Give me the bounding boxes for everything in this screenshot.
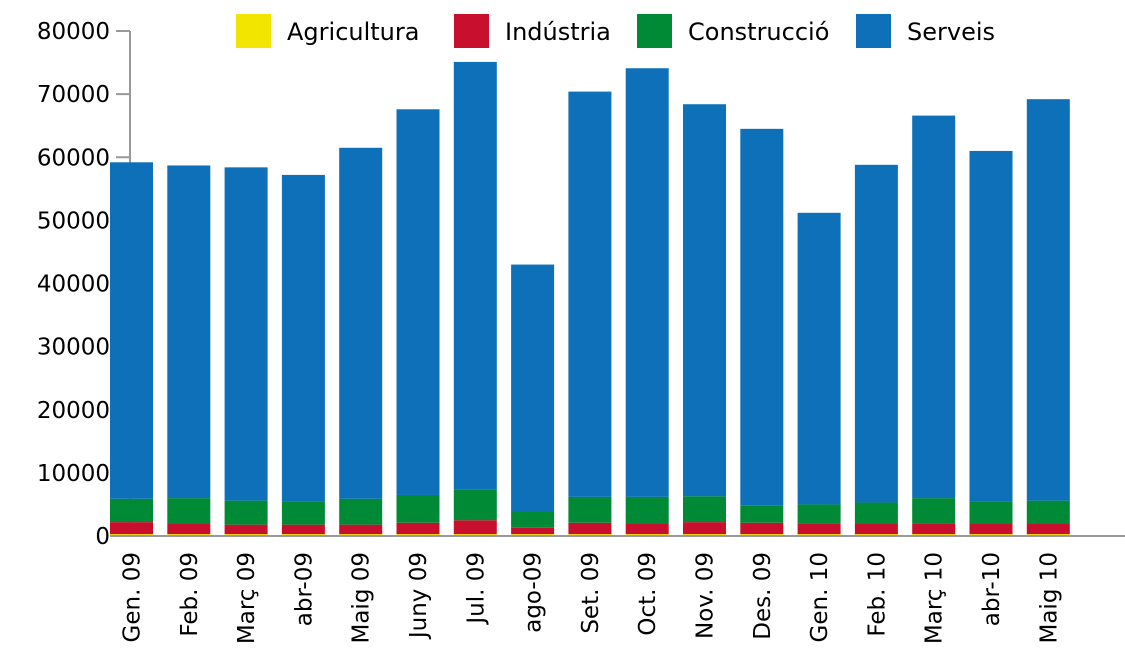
y-tick-label: 30000 [37, 335, 110, 361]
bar-construccio-marc-10 [912, 498, 956, 524]
bar-serveis-set-09 [568, 91, 612, 497]
x-tick-label: Gen. 09 [120, 552, 146, 642]
legend-label-construccio: Construcció [688, 18, 829, 46]
bar-serveis-maig-10 [1026, 99, 1070, 501]
bar-construccio-abr-10 [969, 501, 1013, 525]
x-tick-label: Set. 09 [578, 552, 604, 634]
legend-swatch-industria [454, 14, 489, 48]
bar-construccio-ago-09 [511, 512, 555, 528]
bar-industria-marc-10 [912, 523, 956, 535]
x-tick-label: Oct. 09 [635, 552, 661, 636]
bar-industria-ago-09 [511, 527, 555, 535]
bar-industria-abr-10 [969, 524, 1013, 535]
x-tick-label: Maig 10 [1036, 552, 1062, 644]
bar-industria-maig-09 [339, 524, 383, 535]
bar-construccio-jul-09 [453, 489, 497, 521]
legend-swatch-serveis [856, 14, 891, 48]
bar-serveis-oct-09 [625, 68, 669, 497]
bar-serveis-maig-09 [339, 147, 383, 499]
x-tick-label: abr-09 [291, 552, 317, 626]
bar-industria-gen-09 [110, 522, 153, 535]
bar-serveis-abr-09 [281, 174, 325, 502]
y-axis: 0 10000 20000 30000 40000 50000 60000 70000 8000… [37, 19, 131, 550]
bar-construccio-oct-09 [625, 496, 669, 525]
x-tick-label: Nov. 09 [693, 552, 719, 639]
x-tick-label: Des. 09 [750, 552, 776, 640]
y-tick-label: 40000 [37, 272, 110, 298]
x-tick-label: abr-10 [979, 552, 1005, 626]
bar-serveis-marc-10 [912, 115, 956, 499]
legend-label-industria: Indústria [505, 18, 611, 46]
bar-construccio-feb-10 [854, 502, 898, 525]
bars [110, 61, 1070, 536]
y-tick-label: 80000 [37, 19, 110, 45]
bar-industria-feb-10 [854, 524, 898, 535]
bar-industria-des-09 [740, 522, 784, 535]
bar-industria-feb-09 [167, 524, 211, 535]
legend-swatch-agricultura [236, 14, 271, 48]
x-tick-label: Feb. 09 [177, 552, 203, 637]
legend-swatch-construccio [637, 14, 672, 48]
bar-industria-abr-09 [281, 524, 325, 535]
bar-serveis-abr-10 [969, 150, 1013, 502]
bar-serveis-juny-09 [396, 109, 440, 495]
y-tick-label: 20000 [37, 398, 110, 424]
bar-serveis-feb-10 [854, 164, 898, 503]
bar-construccio-nov-09 [683, 496, 726, 523]
bar-serveis-ago-09 [511, 264, 555, 513]
y-tick-label: 50000 [37, 208, 110, 234]
bar-serveis-gen-09 [110, 162, 153, 499]
y-tick-label: 10000 [37, 461, 110, 487]
legend: Agricultura Indústria Construcció Serveis [236, 14, 995, 48]
bar-construccio-maig-09 [339, 498, 383, 525]
x-tick-label: ago-09 [521, 552, 547, 633]
bar-construccio-feb-09 [167, 498, 211, 525]
bar-serveis-gen-10 [797, 212, 841, 505]
bar-construccio-set-09 [568, 496, 612, 523]
bar-construccio-abr-09 [281, 501, 325, 525]
bar-serveis-marc-09 [224, 167, 268, 501]
bar-construccio-gen-09 [110, 498, 153, 523]
y-tick-label: 60000 [37, 145, 110, 171]
x-tick-label: Feb. 10 [864, 552, 890, 637]
x-tick-label: Jul. 09 [463, 552, 489, 626]
x-tick-label: Març 10 [922, 552, 948, 644]
x-axis: Gen. 09 Feb. 09 Març 09 abr-09 Maig 09 Juny 0… [110, 535, 1125, 644]
bar-serveis-nov-09 [683, 104, 726, 497]
x-tick-label: Maig 09 [349, 552, 375, 644]
x-tick-label: Març 09 [234, 552, 260, 644]
bar-construccio-juny-09 [396, 494, 440, 523]
bar-industria-juny-09 [396, 522, 440, 535]
bar-construccio-maig-10 [1026, 500, 1070, 525]
y-tick-label: 0 [95, 524, 110, 550]
bar-serveis-des-09 [740, 128, 784, 506]
bar-industria-marc-09 [224, 524, 268, 535]
bar-industria-oct-09 [625, 524, 669, 535]
bar-construccio-des-09 [740, 505, 784, 523]
bar-industria-jul-09 [453, 520, 497, 535]
bar-industria-nov-09 [683, 522, 726, 535]
bar-industria-set-09 [568, 522, 612, 535]
bar-serveis-feb-09 [167, 165, 211, 499]
y-tick-label: 70000 [37, 82, 110, 108]
bar-industria-maig-10 [1026, 524, 1070, 535]
x-tick-label: Gen. 10 [807, 552, 833, 642]
legend-label-agricultura: Agricultura [287, 18, 419, 46]
bar-construccio-marc-09 [224, 500, 268, 525]
bar-industria-gen-10 [797, 523, 841, 535]
bar-serveis-jul-09 [453, 61, 497, 490]
legend-label-serveis: Serveis [907, 18, 995, 46]
bar-construccio-gen-10 [797, 504, 841, 524]
x-tick-label: Juny 09 [406, 552, 432, 640]
